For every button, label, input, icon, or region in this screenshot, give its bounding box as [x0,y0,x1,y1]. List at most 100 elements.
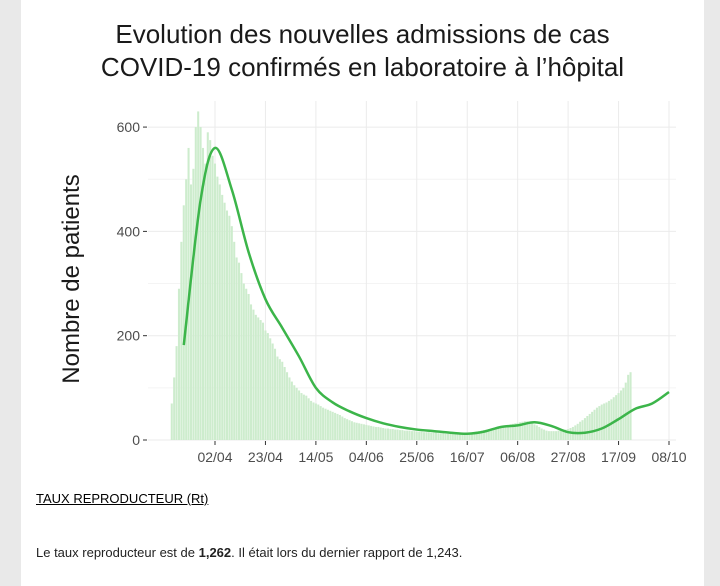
page: Evolution des nouvelles admissions de ca… [21,0,704,586]
daily-bar [519,422,522,440]
daily-bar [350,421,353,440]
daily-bar [588,413,591,440]
daily-bar [507,424,510,440]
daily-bar [564,429,567,440]
daily-bar [619,390,622,440]
daily-bar [365,424,368,440]
daily-bar [511,423,514,440]
daily-bar [338,414,341,440]
daily-bar [398,430,401,440]
daily-bar [377,426,380,440]
daily-bar [259,320,262,440]
daily-bar [607,400,610,440]
daily-bar [552,431,555,440]
rt-paragraph: Le taux reproducteur est de 1,262. Il ét… [36,545,462,560]
daily-bar [355,422,358,440]
x-tick-label: 16/07 [450,449,485,465]
daily-bar [341,416,344,440]
daily-bar [324,408,327,440]
daily-bar [206,132,209,441]
daily-bar [439,433,442,440]
daily-bar [509,424,512,440]
daily-bar [348,420,351,440]
daily-bar [468,433,471,440]
daily-bar [271,343,274,440]
daily-bar [288,377,291,440]
daily-bar [250,304,253,440]
daily-bar [504,425,507,440]
daily-bar [497,426,500,440]
daily-bar [334,412,337,440]
daily-bar [538,426,541,440]
daily-bar [545,430,548,440]
daily-bar [446,433,450,440]
daily-bar [197,111,200,440]
trend-line [182,146,670,436]
daily-bar [473,432,476,440]
daily-bar [329,410,332,440]
daily-bar [418,431,421,440]
y-tick-label: 0 [132,432,140,448]
daily-bar [406,430,409,440]
y-axis-label: Nombre de patients [58,174,85,383]
daily-bar [543,429,546,440]
daily-bar [389,429,392,440]
daily-bar [302,394,305,440]
daily-bars [170,111,632,441]
daily-bar [218,184,221,440]
daily-bar [228,215,231,440]
x-tick-label: 25/06 [399,449,434,465]
x-tick-label: 27/08 [551,449,586,465]
daily-bar [557,430,560,440]
daily-bar [276,356,279,440]
daily-bar [483,430,486,440]
daily-bar [221,194,224,440]
daily-bar [533,424,536,440]
daily-bar [175,346,178,440]
daily-bar [314,403,317,440]
daily-bar [223,202,226,440]
daily-bar [420,431,423,440]
daily-bar [382,428,385,440]
rt-heading-link[interactable]: TAUX REPRODUCTEUR (Rt) [36,491,209,506]
chart-title-line-1: Evolution des nouvelles admissions de ca… [115,19,610,49]
daily-bar [240,273,243,440]
daily-bar [180,241,183,440]
daily-bar [531,422,534,440]
daily-bar [622,387,625,440]
daily-bar [326,409,329,440]
x-tick-label: 17/09 [601,449,636,465]
daily-bar [550,431,553,440]
daily-bar [434,432,438,440]
daily-bar [266,333,269,440]
daily-bar [415,431,418,440]
x-tick-label: 06/08 [500,449,535,465]
daily-bar [238,262,241,440]
daily-bar [454,434,457,440]
daily-bar [410,431,413,440]
daily-bar [492,428,495,440]
daily-bar [624,382,627,440]
daily-bar [528,421,531,440]
daily-bar [384,428,387,440]
daily-bar [278,359,281,440]
daily-bar [555,431,558,440]
daily-bar [283,366,286,440]
x-tick-label: 14/05 [298,449,333,465]
daily-bar [403,430,406,440]
daily-bar [170,403,173,440]
daily-bar [372,426,375,440]
daily-bar [583,418,586,440]
daily-bar [346,419,349,440]
daily-bar [502,425,505,440]
daily-bar [235,257,238,440]
daily-bar [310,400,313,440]
daily-bar [225,210,229,440]
daily-bar [269,338,272,440]
daily-bar [247,293,250,440]
daily-bar [593,409,596,440]
daily-bar [425,432,428,440]
daily-bar [305,395,308,440]
daily-bar [559,430,562,440]
daily-bar [495,427,498,440]
